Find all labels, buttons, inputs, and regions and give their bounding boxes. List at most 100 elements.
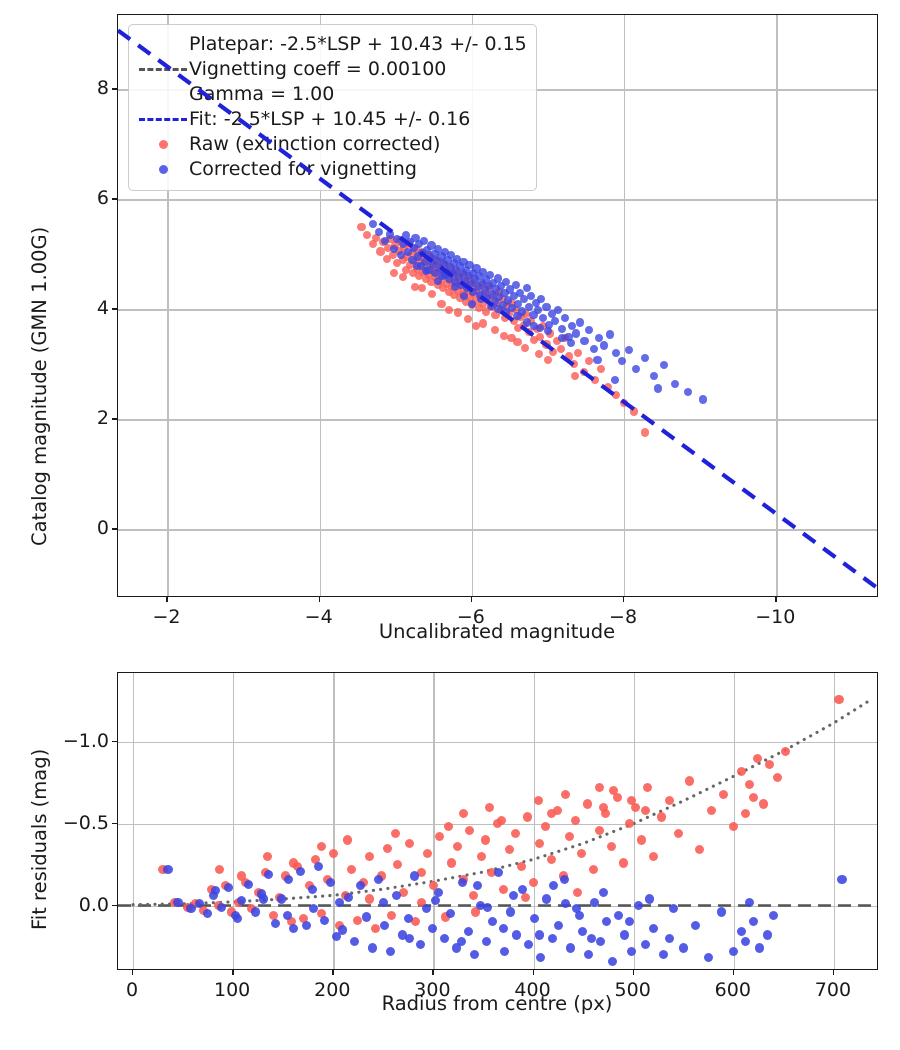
data-point bbox=[533, 796, 544, 806]
xtick-label: −10 bbox=[755, 606, 796, 628]
data-point bbox=[595, 783, 605, 793]
data-point bbox=[443, 822, 454, 832]
data-point bbox=[319, 915, 329, 925]
vignetting-curve bbox=[131, 699, 871, 907]
data-point bbox=[513, 338, 522, 347]
xtick bbox=[332, 970, 334, 975]
data-point bbox=[516, 861, 527, 871]
data-point bbox=[608, 956, 618, 966]
data-point bbox=[460, 276, 470, 285]
data-point bbox=[511, 930, 522, 940]
legend-item-raw[interactable]: Raw (extinction corrected) bbox=[137, 132, 527, 157]
data-point bbox=[216, 902, 226, 912]
data-point bbox=[499, 946, 510, 956]
data-point bbox=[454, 308, 463, 317]
data-point bbox=[541, 894, 552, 904]
data-point bbox=[346, 864, 356, 875]
xtick-label: −6 bbox=[456, 606, 485, 628]
data-point bbox=[382, 254, 391, 263]
data-point bbox=[530, 321, 539, 330]
data-point bbox=[504, 845, 515, 855]
data-point bbox=[625, 819, 635, 829]
data-point bbox=[679, 943, 689, 953]
data-point bbox=[416, 868, 426, 878]
data-point bbox=[404, 838, 414, 848]
ytick-label: 2 bbox=[96, 407, 109, 430]
data-point bbox=[496, 282, 505, 291]
data-point bbox=[657, 812, 667, 822]
data-point bbox=[614, 910, 624, 920]
data-point bbox=[695, 845, 705, 855]
data-point bbox=[552, 805, 563, 816]
gridline-vertical bbox=[633, 673, 635, 969]
data-point bbox=[364, 851, 374, 861]
data-point bbox=[534, 838, 545, 848]
legend-item-fit[interactable]: Fit: -2.5*LSP + 10.45 +/- 0.16 bbox=[137, 107, 527, 132]
data-point bbox=[194, 899, 204, 909]
data-point bbox=[421, 257, 430, 267]
dot-icon bbox=[158, 140, 168, 149]
gridline-vertical bbox=[733, 673, 736, 969]
data-point bbox=[502, 308, 511, 317]
data-point bbox=[469, 287, 478, 296]
data-point bbox=[640, 353, 649, 362]
data-point bbox=[641, 940, 651, 950]
data-point bbox=[236, 871, 246, 881]
data-point bbox=[433, 276, 442, 285]
data-point bbox=[505, 285, 514, 294]
data-point bbox=[486, 868, 497, 878]
data-point bbox=[572, 329, 581, 338]
legend-item-corrected[interactable]: Corrected for vignetting bbox=[137, 157, 527, 182]
data-point bbox=[477, 278, 486, 287]
data-point bbox=[564, 332, 573, 341]
data-point bbox=[342, 835, 352, 845]
data-point bbox=[415, 240, 424, 249]
data-point bbox=[391, 891, 401, 901]
data-point bbox=[603, 383, 613, 392]
data-point bbox=[479, 299, 488, 308]
data-point bbox=[443, 255, 452, 264]
data-point bbox=[404, 933, 414, 943]
data-point bbox=[837, 874, 847, 884]
data-point bbox=[510, 828, 521, 839]
data-point bbox=[334, 920, 344, 930]
data-point bbox=[773, 773, 783, 783]
data-point bbox=[578, 927, 588, 937]
xtick bbox=[632, 970, 635, 975]
data-point bbox=[250, 907, 260, 917]
data-point bbox=[610, 375, 620, 384]
data-point bbox=[422, 245, 432, 254]
data-point bbox=[552, 337, 562, 346]
data-point bbox=[392, 859, 402, 870]
data-point bbox=[451, 943, 462, 953]
gridline-vertical bbox=[433, 673, 435, 969]
top-yaxis-title: Catalog magnitude (GMN 1.00G) bbox=[28, 226, 51, 546]
legend-item-platepar[interactable]: Platepar: -2.5*LSP + 10.43 +/- 0.15 Vigne… bbox=[137, 32, 527, 107]
ytick-label: 6 bbox=[96, 187, 109, 210]
data-point bbox=[396, 251, 406, 260]
data-point bbox=[433, 887, 443, 897]
data-point bbox=[480, 835, 491, 845]
data-point bbox=[325, 877, 335, 888]
data-point bbox=[566, 339, 575, 348]
data-point bbox=[654, 384, 663, 393]
ytick bbox=[112, 740, 117, 743]
dashed-line-icon bbox=[139, 118, 187, 121]
xtick-label: 600 bbox=[714, 979, 751, 1001]
data-point bbox=[522, 812, 533, 822]
data-point bbox=[513, 311, 522, 320]
data-point bbox=[517, 307, 527, 316]
data-point bbox=[464, 272, 473, 281]
data-point bbox=[749, 792, 759, 803]
data-point bbox=[834, 694, 844, 704]
data-point bbox=[444, 306, 454, 315]
data-point bbox=[428, 881, 438, 891]
data-point bbox=[631, 802, 641, 812]
data-point bbox=[504, 296, 513, 305]
xtick-label: −4 bbox=[304, 606, 333, 628]
data-point bbox=[464, 825, 475, 835]
data-point bbox=[607, 841, 617, 852]
line-overlay bbox=[118, 699, 877, 907]
data-point bbox=[444, 287, 454, 296]
